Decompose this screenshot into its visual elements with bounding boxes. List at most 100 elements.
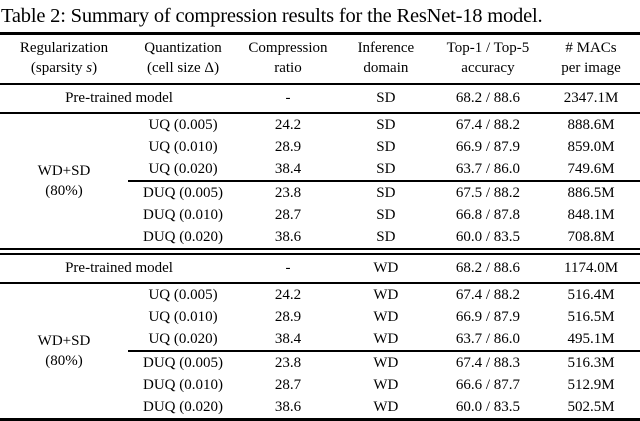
accuracy-cell: 63.7 / 86.0 — [433, 158, 543, 182]
quantization-cell: DUQ (0.010) — [143, 376, 224, 393]
quantization-cell: DUQ (0.020) — [143, 398, 224, 415]
quantization-cell: UQ (0.010) — [148, 308, 218, 325]
table-row: DUQ (0.020) 38.6 SD 60.0 / 83.5 708.8M — [0, 226, 640, 255]
ratio-cell: 23.8 — [274, 184, 302, 201]
domain-cell: SD — [376, 116, 396, 133]
ratio-cell: 38.4 — [238, 328, 338, 352]
ratio-cell: - — [238, 251, 338, 284]
accuracy-cell: 68.2 / 88.6 — [433, 84, 543, 114]
accuracy-cell: 66.9 / 87.9 — [455, 138, 521, 155]
domain-cell: SD — [376, 206, 396, 223]
col-header-regularization: Regularization (sparsity s) — [0, 33, 128, 85]
domain-cell: SD — [337, 84, 434, 114]
accuracy-cell: 67.4 / 88.3 — [455, 354, 521, 371]
col-header-accuracy: Top-1 / Top-5 accuracy — [433, 33, 543, 85]
table-row: DUQ (0.010) 28.7 WD 66.6 / 87.7 512.9M — [0, 374, 640, 396]
accuracy-cell: 66.9 / 87.9 — [455, 308, 521, 325]
header-line: Regularization — [19, 40, 109, 56]
results-table: Regularization (sparsity s) Quantization… — [0, 32, 640, 421]
accuracy-cell: 63.7 / 86.0 — [433, 328, 543, 352]
quantization-cell: DUQ (0.005) — [143, 354, 224, 371]
pretrained-label-cell: Pre-trained model — [0, 84, 239, 114]
domain-cell: SD — [376, 184, 396, 201]
accuracy-cell: 60.0 / 83.5 — [433, 226, 543, 255]
macs-cell: 516.3M — [567, 354, 615, 371]
pretrained-row-sd: Pre-trained model - SD 68.2 / 88.6 2347.… — [0, 84, 640, 114]
ratio-cell: - — [238, 84, 338, 114]
table-row: UQ (0.020) 38.4 WD 63.7 / 86.0 495.1M — [0, 328, 640, 352]
group-label-cell: WD+SD (80%) — [0, 113, 128, 255]
header-line: # MACs — [565, 40, 617, 56]
header-row: Regularization (sparsity s) Quantization… — [0, 33, 640, 85]
macs-cell: 516.4M — [567, 286, 615, 303]
group-label-line2: (80%) — [45, 183, 83, 199]
header-line: (cell size Δ) — [146, 60, 220, 76]
domain-cell: WD — [373, 376, 399, 393]
quantization-cell: DUQ (0.010) — [143, 206, 224, 223]
ratio-cell: 38.6 — [238, 226, 338, 255]
quantization-cell: UQ (0.005) — [148, 116, 218, 133]
ratio-cell: 28.7 — [274, 376, 302, 393]
accuracy-cell: 68.2 / 88.6 — [433, 251, 543, 284]
header-line: Inference — [357, 40, 415, 56]
domain-cell: SD — [337, 158, 434, 182]
macs-cell: 848.1M — [567, 206, 615, 223]
domain-cell: SD — [337, 226, 434, 255]
group-label-line1: WD+SD — [37, 163, 91, 179]
macs-cell: 516.5M — [567, 308, 615, 325]
header-line: domain — [363, 60, 409, 76]
accuracy-cell: 67.4 / 88.2 — [455, 116, 521, 133]
col-header-compression-ratio: Compression ratio — [238, 33, 338, 85]
col-header-quantization: Quantization (cell size Δ) — [127, 33, 239, 85]
col-header-macs: # MACs per image — [542, 33, 640, 85]
macs-cell: 2347.1M — [542, 84, 640, 114]
quantization-cell: UQ (0.005) — [148, 286, 218, 303]
table-row: DUQ (0.005) 23.8 WD 67.4 / 88.3 516.3M — [0, 351, 640, 374]
section-wd: Pre-trained model - WD 68.2 / 88.6 1174.… — [0, 251, 640, 420]
table-row: DUQ (0.020) 38.6 WD 60.0 / 83.5 502.5M — [0, 396, 640, 420]
table-caption: Table 2: Summary of compression results … — [1, 5, 543, 27]
quantization-cell: UQ (0.020) — [127, 158, 239, 182]
quantization-cell: UQ (0.020) — [127, 328, 239, 352]
ratio-cell: 38.4 — [238, 158, 338, 182]
domain-cell: SD — [376, 138, 396, 155]
accuracy-cell: 67.5 / 88.2 — [455, 184, 521, 201]
domain-cell: WD — [373, 286, 399, 303]
ratio-cell: 23.8 — [274, 354, 302, 371]
domain-cell: WD — [373, 308, 399, 325]
table-row: WD+SD (80%) UQ (0.005) 24.2 WD 67.4 / 88… — [0, 283, 640, 370]
group-label-cell: WD+SD (80%) — [0, 283, 128, 420]
group-label-line1: WD+SD — [37, 333, 91, 349]
table-row: DUQ (0.005) 23.8 SD 67.5 / 88.2 886.5M — [0, 181, 640, 204]
macs-cell: 859.0M — [567, 138, 615, 155]
domain-cell: WD — [373, 354, 399, 371]
quantization-cell: UQ (0.010) — [148, 138, 218, 155]
header-line: ratio — [274, 60, 302, 76]
macs-cell: 512.9M — [567, 376, 615, 393]
domain-cell: WD — [337, 328, 434, 352]
group-label-line2: (80%) — [45, 353, 83, 369]
accuracy-cell: 67.4 / 88.2 — [455, 286, 521, 303]
accuracy-cell: 66.8 / 87.8 — [455, 206, 521, 223]
ratio-cell: 24.2 — [274, 286, 302, 303]
header-line: per image — [561, 60, 621, 76]
quantization-cell: DUQ (0.020) — [127, 226, 239, 255]
macs-cell: 888.6M — [567, 116, 615, 133]
macs-cell: 1174.0M — [542, 251, 640, 284]
accuracy-cell: 66.6 / 87.7 — [455, 376, 521, 393]
header-line: Compression — [248, 40, 328, 56]
header-line: Top-1 / Top-5 — [446, 40, 530, 56]
domain-cell: WD — [337, 251, 434, 284]
header-line: Quantization — [144, 40, 222, 56]
table-row: DUQ (0.010) 28.7 SD 66.8 / 87.8 848.1M — [0, 204, 640, 226]
macs-cell: 502.5M — [567, 398, 615, 415]
pretrained-label-cell: Pre-trained model — [0, 251, 239, 284]
macs-cell: 495.1M — [542, 328, 640, 352]
header-line: accuracy — [461, 60, 515, 76]
ratio-cell: 38.6 — [274, 398, 302, 415]
table-row: UQ (0.010) 28.9 WD 66.9 / 87.9 516.5M — [0, 306, 640, 328]
ratio-cell: 28.9 — [274, 138, 302, 155]
ratio-cell: 28.9 — [274, 308, 302, 325]
section-sd: Pre-trained model - SD 68.2 / 88.6 2347.… — [0, 84, 640, 255]
accuracy-cell: 60.0 / 83.5 — [455, 398, 521, 415]
